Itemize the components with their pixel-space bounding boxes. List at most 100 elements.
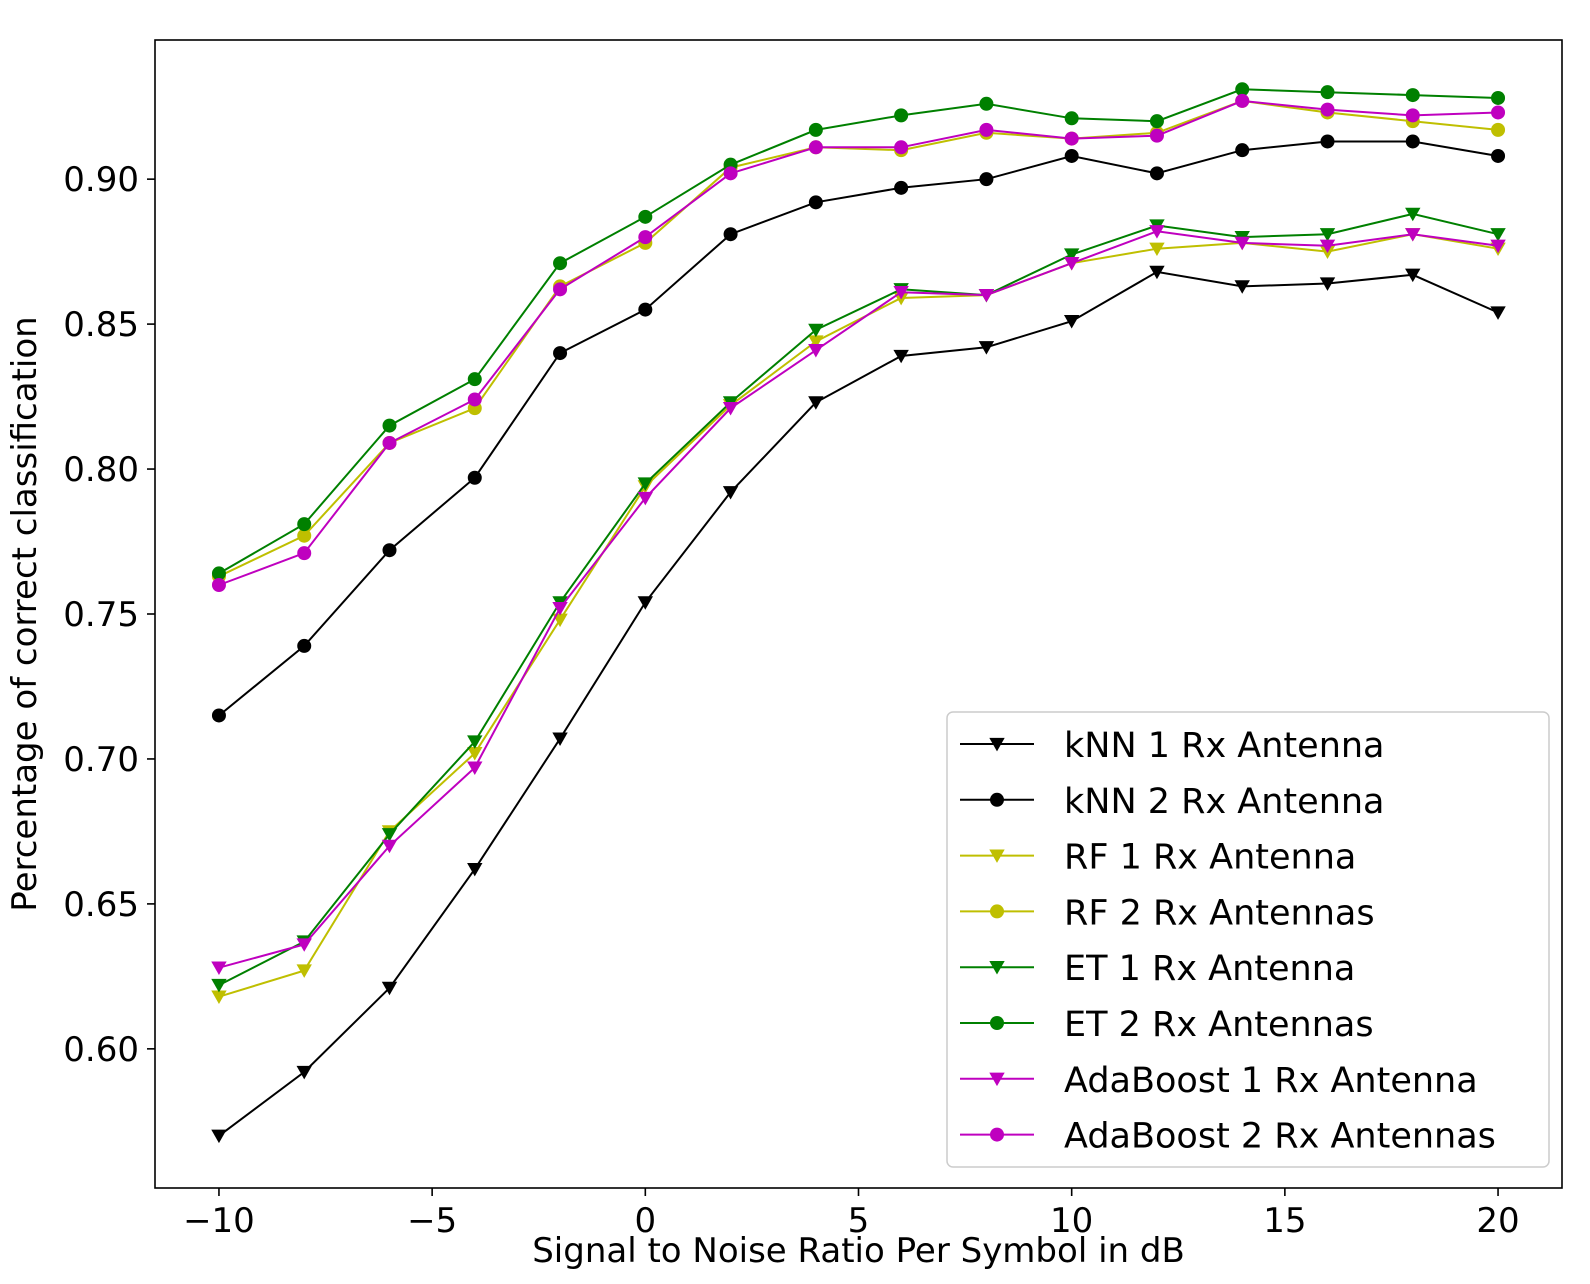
data-point bbox=[1149, 114, 1164, 129]
data-point bbox=[1063, 315, 1080, 329]
data-point bbox=[296, 938, 312, 952]
data-point bbox=[808, 122, 823, 137]
data-point bbox=[297, 517, 312, 532]
legend-label: kNN 1 Rx Antenna bbox=[1064, 726, 1385, 766]
legend-label: kNN 2 Rx Antenna bbox=[1064, 782, 1385, 822]
data-point bbox=[894, 140, 909, 155]
legend-entry: AdaBoost 2 Rx Antennas bbox=[960, 1117, 1496, 1157]
data-point bbox=[978, 288, 995, 303]
data-point bbox=[297, 528, 312, 543]
data-point bbox=[637, 477, 654, 491]
x-axis: −10 −5 0 5 10 15 20 bbox=[183, 1188, 1520, 1241]
data-point bbox=[722, 486, 739, 500]
data-point bbox=[637, 491, 654, 506]
x-tick-label: 0 bbox=[634, 1201, 656, 1241]
data-point bbox=[808, 195, 823, 210]
data-point bbox=[723, 227, 738, 242]
data-point bbox=[211, 708, 226, 723]
data-point bbox=[1149, 128, 1164, 143]
data-point bbox=[979, 122, 994, 137]
legend: kNN 1 Rx Antenna kNN 2 Rx Antenna RF 1 Rx … bbox=[946, 711, 1550, 1168]
data-point bbox=[296, 964, 312, 978]
data-point bbox=[638, 230, 653, 245]
data-point bbox=[297, 546, 312, 561]
data-point bbox=[1405, 228, 1421, 242]
data-point bbox=[467, 862, 483, 877]
data-point bbox=[1320, 85, 1335, 100]
data-point bbox=[552, 602, 568, 616]
data-point bbox=[1235, 93, 1250, 108]
legend-entry: kNN 1 Rx Antenna bbox=[960, 726, 1385, 766]
series-line bbox=[218, 233, 1499, 998]
legend-entry: AdaBoost 1 Rx Antenna bbox=[960, 1061, 1478, 1101]
data-point bbox=[1319, 239, 1336, 254]
data-point bbox=[467, 372, 482, 387]
data-point bbox=[1405, 207, 1421, 222]
data-point bbox=[467, 470, 482, 485]
legend-entry: ET 2 Rx Antennas bbox=[960, 1005, 1374, 1045]
legend-marker bbox=[990, 1127, 1004, 1142]
data-point bbox=[808, 396, 824, 410]
legend-label: AdaBoost 1 Rx Antenna bbox=[1064, 1061, 1478, 1101]
data-point bbox=[978, 341, 995, 355]
data-point bbox=[1491, 148, 1506, 163]
data-point bbox=[211, 1129, 227, 1144]
series-line bbox=[218, 140, 1499, 717]
data-point bbox=[553, 256, 568, 271]
data-point bbox=[382, 435, 397, 450]
series-adaboost-2-rx-antennas bbox=[211, 93, 1506, 593]
x-tick-label: 15 bbox=[1263, 1201, 1306, 1241]
data-point bbox=[211, 578, 226, 593]
legend-marker bbox=[989, 737, 1005, 752]
legend-marker bbox=[990, 1016, 1004, 1030]
y-tick-label: 0.80 bbox=[63, 450, 139, 490]
data-point bbox=[211, 978, 227, 993]
series-et-2-rx-antennas bbox=[211, 82, 1506, 581]
legend-label: ET 2 Rx Antennas bbox=[1064, 1005, 1374, 1045]
data-point bbox=[893, 349, 909, 364]
series-line bbox=[218, 99, 1499, 586]
data-point bbox=[1405, 108, 1420, 123]
data-point bbox=[296, 1065, 312, 1080]
legend-label: RF 1 Rx Antenna bbox=[1064, 838, 1356, 878]
y-tick-label: 0.65 bbox=[63, 885, 139, 925]
data-point bbox=[1320, 134, 1335, 149]
data-point bbox=[381, 828, 398, 842]
data-point bbox=[1064, 148, 1079, 163]
data-point bbox=[1491, 90, 1506, 105]
data-point bbox=[1490, 306, 1506, 320]
x-tick-label: 5 bbox=[848, 1201, 870, 1241]
x-tick-label: −5 bbox=[407, 1201, 457, 1241]
legend-box bbox=[946, 711, 1550, 1168]
series-layer bbox=[211, 82, 1506, 1144]
legend-entry: kNN 2 Rx Antenna bbox=[960, 782, 1385, 822]
y-tick-label: 0.90 bbox=[63, 160, 139, 200]
data-point bbox=[1149, 242, 1165, 257]
data-point bbox=[553, 346, 568, 361]
legend-marker bbox=[990, 904, 1004, 919]
legend-label: ET 1 Rx Antenna bbox=[1064, 949, 1355, 989]
y-tick-label: 0.60 bbox=[63, 1030, 139, 1070]
data-point bbox=[1149, 265, 1165, 280]
data-point bbox=[1320, 102, 1335, 117]
data-point bbox=[1149, 166, 1164, 181]
series-line bbox=[218, 212, 1499, 986]
data-point bbox=[894, 108, 909, 123]
legend-marker bbox=[989, 849, 1005, 863]
legend-entry: ET 1 Rx Antenna bbox=[960, 949, 1355, 989]
legend-marker bbox=[989, 1072, 1005, 1087]
data-point bbox=[893, 286, 909, 300]
data-point bbox=[1491, 122, 1506, 137]
data-point bbox=[1235, 82, 1250, 97]
y-tick-label: 0.85 bbox=[63, 305, 139, 345]
legend-entry: RF 1 Rx Antenna bbox=[960, 838, 1356, 878]
legend-marker bbox=[989, 961, 1005, 975]
series-knn-1-rx-antenna bbox=[211, 265, 1506, 1144]
data-point bbox=[211, 990, 227, 1004]
x-axis-label: Signal to Noise Ratio Per Symbol in dB bbox=[532, 1231, 1185, 1271]
data-point bbox=[722, 402, 739, 416]
data-point bbox=[1405, 88, 1420, 103]
data-point bbox=[1234, 280, 1250, 294]
data-point bbox=[467, 392, 482, 407]
